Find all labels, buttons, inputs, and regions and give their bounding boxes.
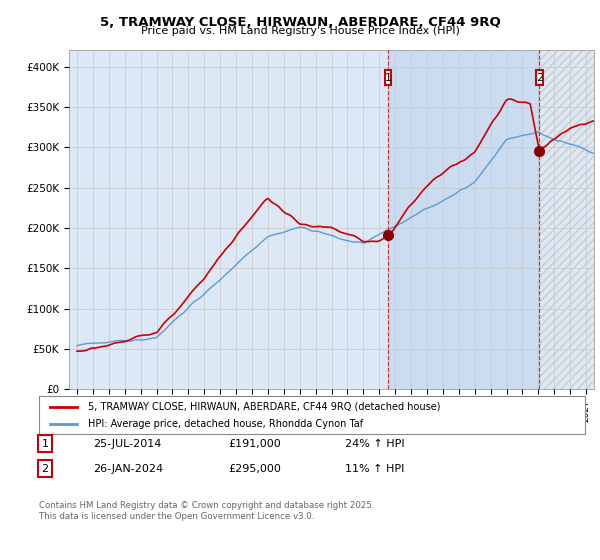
Text: 24% ↑ HPI: 24% ↑ HPI xyxy=(345,438,404,449)
Bar xyxy=(539,50,594,389)
Text: £191,000: £191,000 xyxy=(228,438,281,449)
Text: 2: 2 xyxy=(41,464,49,474)
FancyBboxPatch shape xyxy=(536,70,542,85)
FancyBboxPatch shape xyxy=(385,70,391,85)
Text: 5, TRAMWAY CLOSE, HIRWAUN, ABERDARE, CF44 9RQ (detached house): 5, TRAMWAY CLOSE, HIRWAUN, ABERDARE, CF4… xyxy=(88,402,440,412)
Text: Contains HM Land Registry data © Crown copyright and database right 2025.
This d: Contains HM Land Registry data © Crown c… xyxy=(39,501,374,521)
Bar xyxy=(388,50,539,389)
Text: Price paid vs. HM Land Registry's House Price Index (HPI): Price paid vs. HM Land Registry's House … xyxy=(140,26,460,36)
Text: 1: 1 xyxy=(41,438,49,449)
Text: 25-JUL-2014: 25-JUL-2014 xyxy=(93,438,161,449)
Text: 11% ↑ HPI: 11% ↑ HPI xyxy=(345,464,404,474)
Text: 26-JAN-2024: 26-JAN-2024 xyxy=(93,464,163,474)
Text: 1: 1 xyxy=(385,72,392,82)
Text: 5, TRAMWAY CLOSE, HIRWAUN, ABERDARE, CF44 9RQ: 5, TRAMWAY CLOSE, HIRWAUN, ABERDARE, CF4… xyxy=(100,16,500,29)
Text: 2: 2 xyxy=(536,72,543,82)
Text: £295,000: £295,000 xyxy=(228,464,281,474)
Text: HPI: Average price, detached house, Rhondda Cynon Taf: HPI: Average price, detached house, Rhon… xyxy=(88,419,363,430)
